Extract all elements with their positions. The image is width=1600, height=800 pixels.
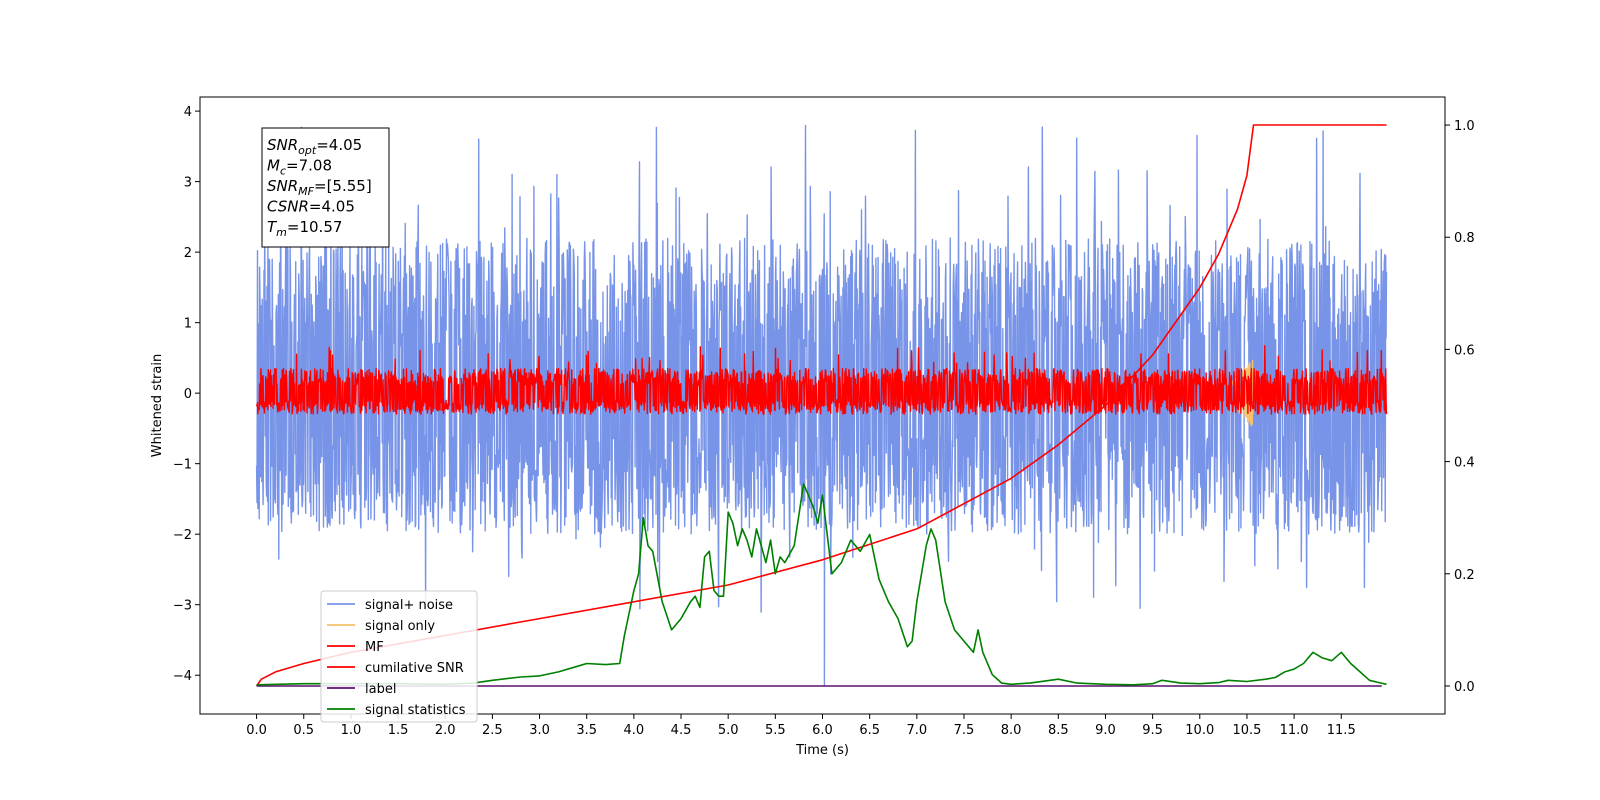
- y-tick-label: 1: [184, 317, 192, 332]
- series-signal-statistics: [256, 483, 1387, 686]
- x-tick-label: 6.0: [812, 723, 833, 738]
- x-tick-label: 1.0: [341, 723, 362, 738]
- axes: 0.0 0.5 1.0 1.5 2.0 2.5 3.0 3.5 4.0 4.5 5.0 5.5 6.0 6…: [150, 96, 1475, 758]
- x-tick-label: 2.5: [482, 723, 503, 738]
- x-tick-label: 11.5: [1327, 723, 1356, 738]
- y2-tick-label: 0.2: [1454, 568, 1475, 583]
- y-axis-label: Whitened strain: [150, 354, 165, 457]
- x-tick-label: 4.5: [671, 723, 692, 738]
- stat-line: Tm=10.57: [267, 218, 342, 239]
- x-tick-label: 5.5: [765, 723, 786, 738]
- x-tick-label: 1.5: [388, 723, 409, 738]
- x-tick-label: 11.0: [1280, 723, 1309, 738]
- x-tick-label: 8.5: [1048, 723, 1069, 738]
- stat-line: CSNR=4.05: [267, 198, 355, 216]
- x-tick-label: 4.0: [624, 723, 645, 738]
- y-tick-label: −2: [173, 528, 192, 543]
- x-tick-label: 7.5: [954, 723, 975, 738]
- x-tick-label: 10.0: [1185, 723, 1214, 738]
- y-tick-label: 4: [184, 105, 192, 120]
- series-signal-noise: [255, 124, 1388, 687]
- y2-tick-label: 0.6: [1454, 343, 1475, 358]
- legend-entry: MF: [365, 640, 384, 655]
- y-tick-label: 2: [184, 246, 192, 261]
- stats-box-frame: [261, 127, 390, 248]
- stat-line: SNRMF=[5.55]: [267, 177, 372, 198]
- x-tick-label: 10.5: [1232, 723, 1261, 738]
- legend-entry: signal statistics: [365, 703, 466, 718]
- x-tick-label: 5.0: [718, 723, 739, 738]
- legend-entry: label: [365, 682, 396, 697]
- x-tick-label: 0.0: [246, 723, 267, 738]
- y2-tick-label: 0.4: [1454, 456, 1475, 471]
- y-tick-label: −1: [173, 458, 192, 473]
- stat-line: Mc=7.08: [267, 157, 332, 178]
- stat-line: SNRopt=4.05: [267, 136, 362, 157]
- y-tick-label: 0: [184, 387, 192, 402]
- legend-entry: cumilative SNR: [365, 661, 464, 676]
- x-tick-label: 7.0: [906, 723, 927, 738]
- x-tick-label: 8.0: [1001, 723, 1022, 738]
- legend-entry: signal+ noise: [365, 598, 453, 613]
- y-tick-label: −4: [173, 669, 192, 684]
- legend: signal+ noise signal only MF cumilative SNR…: [320, 590, 478, 723]
- y-tick-label: −3: [173, 599, 192, 614]
- y2-tick-label: 0.0: [1454, 680, 1475, 695]
- x-tick-label: 9.5: [1142, 723, 1163, 738]
- x-tick-label: 0.5: [293, 723, 314, 738]
- y2-tick-label: 0.8: [1454, 231, 1475, 246]
- x-tick-label: 2.0: [435, 723, 456, 738]
- x-axis-label: Time (s): [795, 743, 849, 758]
- y2-tick-label: 1.0: [1454, 119, 1475, 134]
- y-tick-label: 3: [184, 176, 192, 191]
- legend-entry: signal only: [365, 619, 435, 634]
- x-tick-label: 9.0: [1095, 723, 1116, 738]
- x-tick-label: 6.5: [859, 723, 880, 738]
- x-tick-label: 3.0: [529, 723, 550, 738]
- series-mf: [255, 345, 1388, 415]
- x-tick-label: 3.5: [576, 723, 597, 738]
- legend-frame: [320, 590, 478, 723]
